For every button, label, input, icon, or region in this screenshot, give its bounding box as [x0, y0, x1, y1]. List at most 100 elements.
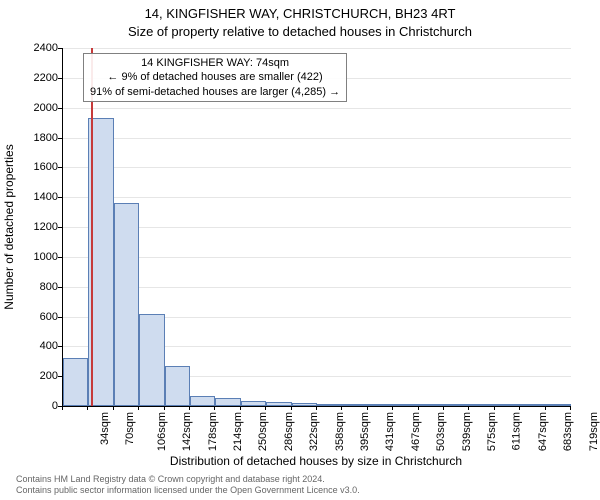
gridline: [63, 138, 571, 139]
x-tick-label: 142sqm: [181, 412, 193, 451]
footer: Contains HM Land Registry data © Crown c…: [16, 474, 360, 497]
x-tick-label: 214sqm: [232, 412, 244, 451]
y-tick-mark: [58, 257, 62, 258]
x-tick-mark: [316, 406, 317, 410]
histogram-bar: [368, 404, 393, 406]
x-tick-label: 395sqm: [359, 412, 371, 451]
y-tick-mark: [58, 138, 62, 139]
y-tick-label: 2200: [12, 72, 58, 84]
annotation-line2: ← 9% of detached houses are smaller (422…: [90, 70, 340, 84]
x-tick-mark: [392, 406, 393, 410]
x-tick-mark: [545, 406, 546, 410]
title-sub: Size of property relative to detached ho…: [0, 24, 600, 39]
histogram-bar: [139, 314, 164, 406]
x-tick-mark: [519, 406, 520, 410]
title-main: 14, KINGFISHER WAY, CHRISTCHURCH, BH23 4…: [0, 6, 600, 21]
histogram-bar: [292, 403, 317, 406]
y-tick-label: 200: [12, 370, 58, 382]
footer-line2: Contains public sector information licen…: [16, 485, 360, 496]
histogram-bar: [165, 366, 190, 406]
histogram-bar: [342, 404, 367, 406]
x-tick-mark: [291, 406, 292, 410]
x-tick-label: 178sqm: [207, 412, 219, 451]
x-tick-mark: [138, 406, 139, 410]
x-tick-mark: [494, 406, 495, 410]
x-tick-mark: [189, 406, 190, 410]
x-tick-label: 611sqm: [511, 412, 523, 450]
histogram-bar: [444, 404, 469, 406]
x-tick-label: 286sqm: [283, 412, 295, 451]
x-tick-mark: [164, 406, 165, 410]
y-tick-mark: [58, 48, 62, 49]
gridline: [63, 48, 571, 49]
annotation-line3: 91% of semi-detached houses are larger (…: [90, 85, 340, 99]
footer-line1: Contains HM Land Registry data © Crown c…: [16, 474, 360, 485]
gridline: [63, 227, 571, 228]
gridline: [63, 167, 571, 168]
x-tick-label: 467sqm: [410, 412, 422, 451]
y-tick-mark: [58, 376, 62, 377]
histogram-bar: [393, 404, 418, 406]
histogram-bar: [266, 402, 291, 406]
y-tick-label: 1400: [12, 191, 58, 203]
y-tick-mark: [58, 108, 62, 109]
gridline: [63, 197, 571, 198]
x-tick-mark: [214, 406, 215, 410]
x-tick-label: 431sqm: [385, 412, 397, 451]
x-tick-label: 647sqm: [537, 412, 549, 451]
x-tick-mark: [113, 406, 114, 410]
x-tick-mark: [62, 406, 63, 410]
histogram-bar: [546, 404, 571, 406]
y-tick-label: 2000: [12, 102, 58, 114]
histogram-bar: [114, 203, 139, 406]
y-tick-label: 1200: [12, 221, 58, 233]
x-tick-label: 106sqm: [156, 412, 168, 451]
x-tick-label: 683sqm: [562, 412, 574, 451]
x-tick-label: 503sqm: [435, 412, 447, 451]
y-tick-mark: [58, 227, 62, 228]
x-tick-label: 70sqm: [124, 412, 136, 445]
x-tick-mark: [443, 406, 444, 410]
y-tick-mark: [58, 346, 62, 347]
x-tick-mark: [87, 406, 88, 410]
x-tick-mark: [265, 406, 266, 410]
y-tick-label: 1000: [12, 251, 58, 263]
gridline: [63, 257, 571, 258]
y-tick-label: 2400: [12, 42, 58, 54]
y-tick-label: 400: [12, 340, 58, 352]
histogram-bar: [317, 404, 342, 406]
y-tick-label: 0: [12, 400, 58, 412]
histogram-bar: [63, 358, 88, 406]
x-tick-label: 575sqm: [486, 412, 498, 451]
gridline: [63, 287, 571, 288]
x-tick-label: 358sqm: [334, 412, 346, 451]
histogram-bar: [469, 404, 494, 406]
annotation-box: 14 KINGFISHER WAY: 74sqm ← 9% of detache…: [83, 53, 347, 102]
x-tick-mark: [418, 406, 419, 410]
chart-container: 14, KINGFISHER WAY, CHRISTCHURCH, BH23 4…: [0, 0, 600, 500]
y-tick-label: 800: [12, 281, 58, 293]
x-tick-mark: [570, 406, 571, 410]
x-tick-mark: [240, 406, 241, 410]
x-tick-label: 322sqm: [308, 412, 320, 451]
y-tick-mark: [58, 317, 62, 318]
y-tick-mark: [58, 287, 62, 288]
x-tick-mark: [341, 406, 342, 410]
x-axis-label: Distribution of detached houses by size …: [62, 454, 570, 468]
y-tick-label: 600: [12, 311, 58, 323]
annotation-line1: 14 KINGFISHER WAY: 74sqm: [90, 56, 340, 70]
gridline: [63, 108, 571, 109]
histogram-bar: [520, 404, 545, 406]
x-tick-mark: [468, 406, 469, 410]
x-tick-label: 539sqm: [461, 412, 473, 451]
y-tick-mark: [58, 167, 62, 168]
histogram-bar: [190, 396, 215, 406]
y-tick-mark: [58, 78, 62, 79]
x-tick-label: 250sqm: [258, 412, 270, 451]
histogram-bar: [419, 404, 444, 406]
histogram-bar: [241, 401, 266, 406]
x-tick-label: 34sqm: [99, 412, 111, 445]
y-tick-label: 1800: [12, 132, 58, 144]
y-tick-label: 1600: [12, 161, 58, 173]
histogram-bar: [495, 404, 520, 406]
